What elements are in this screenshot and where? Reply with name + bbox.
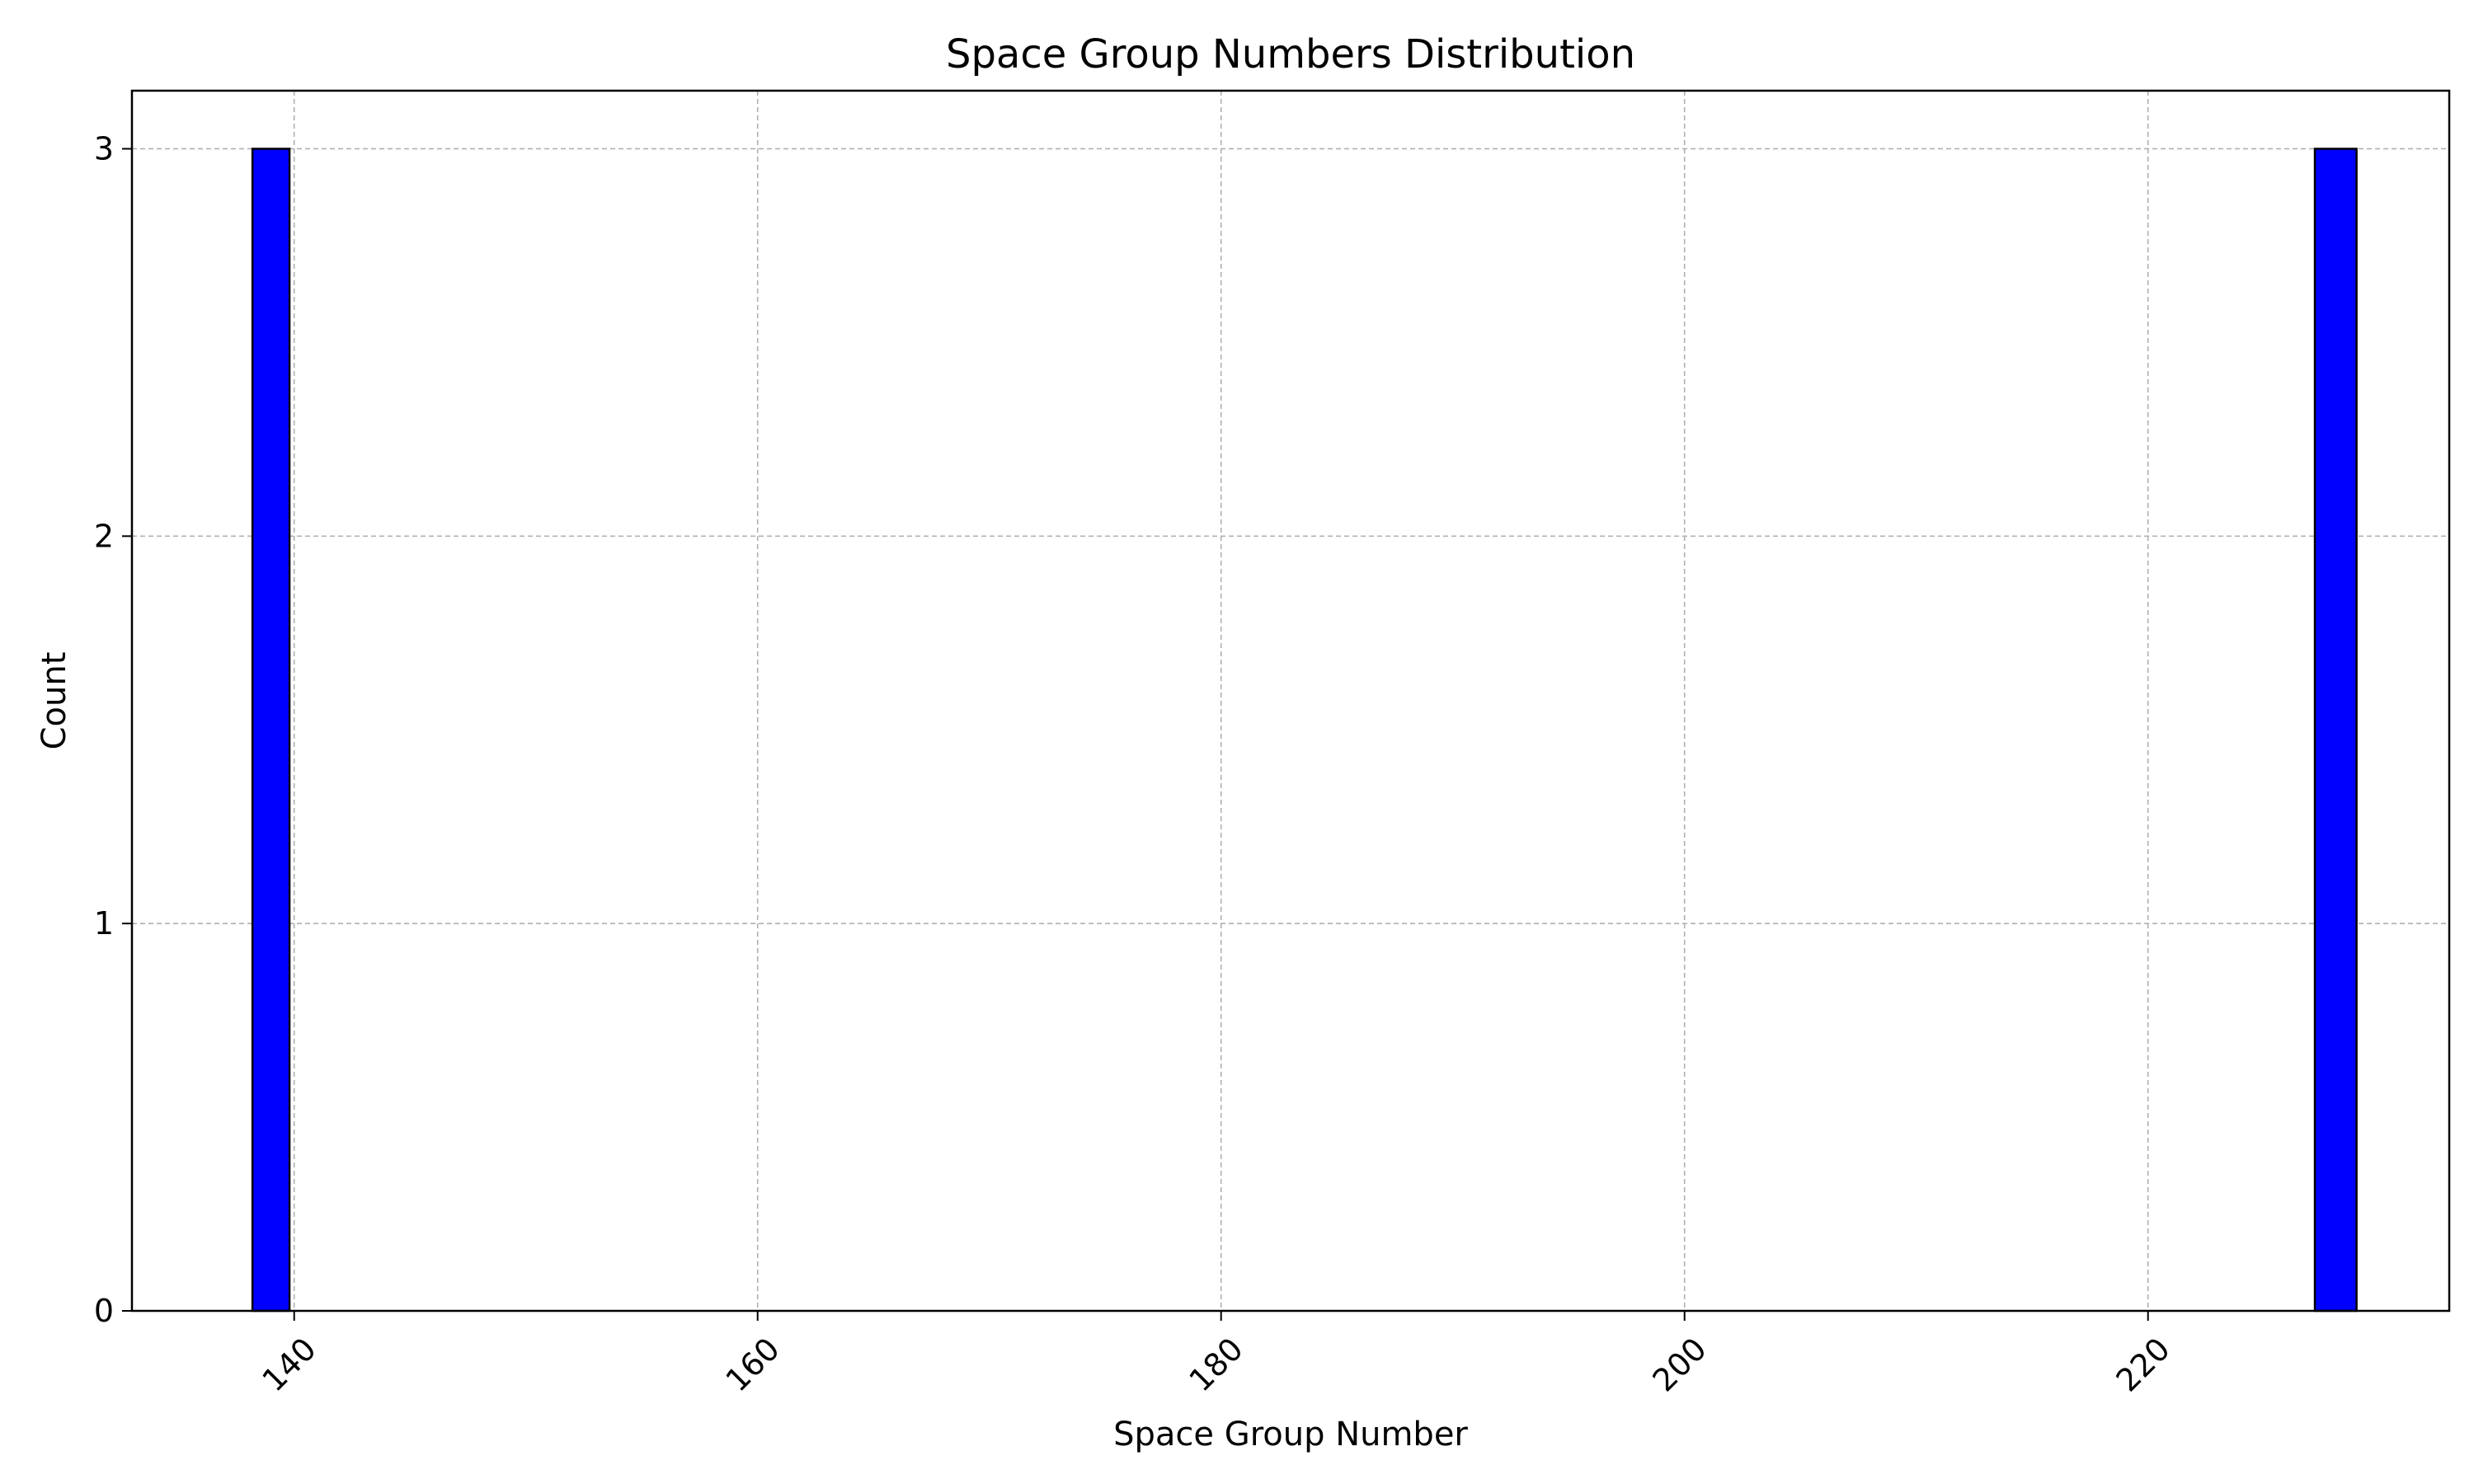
plot-frame bbox=[130, 89, 2451, 1313]
y-tick-label: 3 bbox=[94, 130, 114, 167]
y-tick-label: 1 bbox=[94, 905, 114, 942]
y-tick-label: 2 bbox=[94, 518, 114, 554]
y-axis-title: Count bbox=[35, 652, 73, 750]
x-axis-title: Space Group Number bbox=[1113, 1416, 1468, 1453]
histogram-bar bbox=[2313, 148, 2358, 1313]
chart-title: Space Group Numbers Distribution bbox=[946, 31, 1635, 77]
bar-layer bbox=[251, 148, 2358, 1313]
histogram-bar bbox=[251, 148, 291, 1313]
y-tick-label: 0 bbox=[94, 1293, 114, 1329]
